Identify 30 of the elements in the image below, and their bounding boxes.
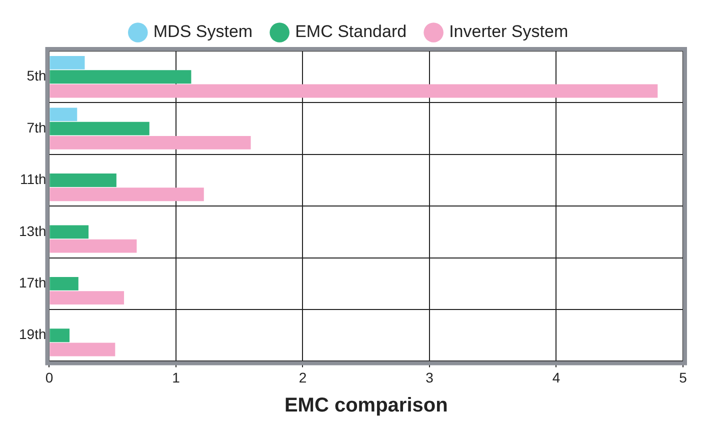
y-tick-label: 19th xyxy=(19,326,46,342)
bar xyxy=(50,291,124,304)
y-tick-label: 13th xyxy=(19,222,46,239)
bar xyxy=(50,276,78,290)
bar xyxy=(50,56,85,70)
bar xyxy=(50,122,150,136)
y-tick-label: 11th xyxy=(20,171,46,188)
y-tick-label: 7th xyxy=(26,119,46,136)
bar xyxy=(50,84,658,98)
x-tick-label: 4 xyxy=(552,369,560,386)
bar xyxy=(50,188,204,202)
bar xyxy=(50,225,89,239)
bar xyxy=(50,174,116,187)
bar xyxy=(50,342,116,356)
x-axis-title: EMC comparison xyxy=(284,394,448,417)
legend-label: MDS System xyxy=(153,22,253,42)
x-tick-label: 3 xyxy=(426,369,434,386)
bar xyxy=(50,136,251,150)
legend-label: Inverter System xyxy=(449,22,568,42)
x-tick-label: 0 xyxy=(45,369,54,386)
legend-label: EMC Standard xyxy=(295,22,407,42)
bar xyxy=(50,328,70,342)
bar xyxy=(50,70,192,84)
x-tick-label: 2 xyxy=(298,369,307,386)
y-tick-label: 17th xyxy=(19,274,46,291)
bar xyxy=(50,239,137,253)
x-tick-label: 5 xyxy=(679,369,688,386)
x-tick-label: 1 xyxy=(172,369,180,386)
y-tick-label: 5th xyxy=(26,68,46,84)
bar xyxy=(50,108,78,122)
